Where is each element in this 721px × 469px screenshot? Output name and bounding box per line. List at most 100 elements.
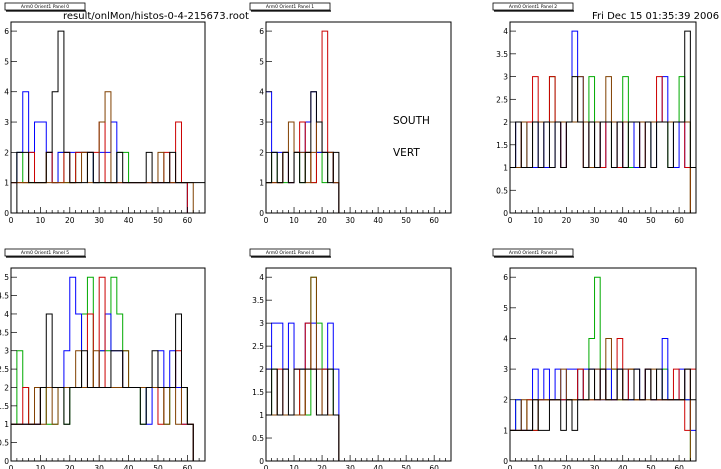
panel-title: Arm0 Orient1 Panel 0 [21,4,69,10]
histogram-series-0 [265,91,340,213]
title-box [492,248,574,257]
histogram-series-0 [509,368,697,461]
y-tick-label: 1 [259,411,264,420]
y-tick-label: 5 [503,304,508,313]
y-tick-label: 1 [4,179,9,188]
y-tick-label: 2 [4,383,9,392]
histogram-series-2 [10,276,194,461]
x-tick-label: 40 [124,464,134,469]
y-tick-label: 0 [259,457,264,466]
y-tick-label: 0.5 [252,434,264,443]
y-tick-label: 3 [4,347,9,356]
y-tick-label: 0 [503,209,508,218]
x-tick-label: 30 [590,464,600,469]
y-tick-label: 3 [503,365,508,374]
y-tick-label: 0.5 [0,439,9,448]
y-tick-label: 4 [503,27,508,36]
x-tick-label: 0 [9,464,14,469]
y-tick-label: 2 [4,148,9,157]
x-tick-label: 40 [373,464,383,469]
histogram-series-2 [265,30,340,213]
x-tick-label: 50 [401,464,411,469]
y-tick-label: 2 [259,148,264,157]
date-label: Fri Dec 15 01:35:39 2006 [592,11,720,22]
x-tick-label: 50 [401,216,411,225]
y-tick-label: 2 [503,396,508,405]
plot-frame [265,21,452,214]
plot-frame [10,21,206,214]
x-tick-label: 0 [264,216,269,225]
y-tick-label: 2 [259,365,264,374]
x-tick-label: 30 [345,216,355,225]
x-tick-label: 20 [317,216,327,225]
histogram-series-1 [10,276,194,461]
y-tick-label: 1.5 [0,402,9,411]
panel-title: Arm0 Orient1 Panel 5 [21,250,69,256]
x-tick-label: 10 [533,216,543,225]
x-tick-label: 30 [590,216,600,225]
x-tick-label: 60 [674,216,684,225]
y-tick-label: 6 [259,27,264,36]
y-tick-label: 3 [503,73,508,82]
x-tick-label: 50 [153,216,163,225]
x-tick-label: 20 [562,464,572,469]
x-tick-label: 10 [289,464,299,469]
x-tick-label: 0 [264,464,269,469]
x-tick-label: 20 [65,216,75,225]
panel-title: Arm0 Orient1 Panel 4 [266,250,314,256]
y-tick-label: 4 [4,310,9,319]
y-tick-label: 5 [4,273,9,282]
y-tick-label: 2.5 [0,365,9,374]
title-box [492,2,574,11]
y-tick-label: 5 [259,57,264,66]
x-tick-label: 30 [345,464,355,469]
title-box [4,248,86,257]
y-tick-label: 4 [259,273,264,282]
x-tick-label: 60 [674,464,684,469]
file-path-label: result/onlMon/histos-0-4-215673.root [63,11,249,22]
histogram-series-3 [10,276,194,461]
y-tick-label: 3.5 [0,328,9,337]
x-tick-label: 10 [36,216,46,225]
histogram-series-4 [10,350,194,461]
histogram-series-0 [509,30,697,213]
y-tick-label: 0 [503,457,508,466]
plot-frame [509,21,697,214]
annotation-vert: VERT [393,147,420,159]
y-tick-label: 3 [4,118,9,127]
y-tick-label: 4 [4,88,9,97]
title-box [4,2,86,11]
panel-title: Arm0 Orient1 Panel 1 [266,4,314,10]
x-tick-label: 40 [373,216,383,225]
y-tick-label: 1 [503,164,508,173]
annotation-south: SOUTH [393,115,430,127]
x-tick-label: 60 [429,216,439,225]
plot-frame [265,267,452,462]
y-tick-label: 1.5 [252,388,264,397]
title-box [249,248,331,257]
panel-title: Arm0 Orient1 Panel 2 [509,4,557,10]
plot-frame [509,267,697,462]
x-tick-label: 30 [94,464,104,469]
y-tick-label: 3 [259,319,264,328]
x-tick-label: 40 [618,464,628,469]
x-tick-label: 10 [533,464,543,469]
y-tick-label: 6 [4,27,9,36]
y-tick-label: 0 [259,209,264,218]
panel-title: Arm0 Orient1 Panel 3 [509,250,557,256]
x-tick-label: 0 [9,216,14,225]
x-tick-label: 30 [94,216,104,225]
x-tick-label: 0 [508,464,513,469]
x-tick-label: 40 [618,216,628,225]
x-tick-label: 60 [429,464,439,469]
y-tick-label: 3.5 [496,50,508,59]
y-tick-label: 5 [4,57,9,66]
x-tick-label: 20 [65,464,75,469]
x-tick-label: 40 [124,216,134,225]
y-tick-label: 0 [4,209,9,218]
y-tick-label: 4 [503,334,508,343]
x-tick-label: 50 [153,464,163,469]
y-tick-label: 2.5 [496,95,508,104]
y-tick-label: 2 [503,118,508,127]
plot-frame [10,267,206,462]
